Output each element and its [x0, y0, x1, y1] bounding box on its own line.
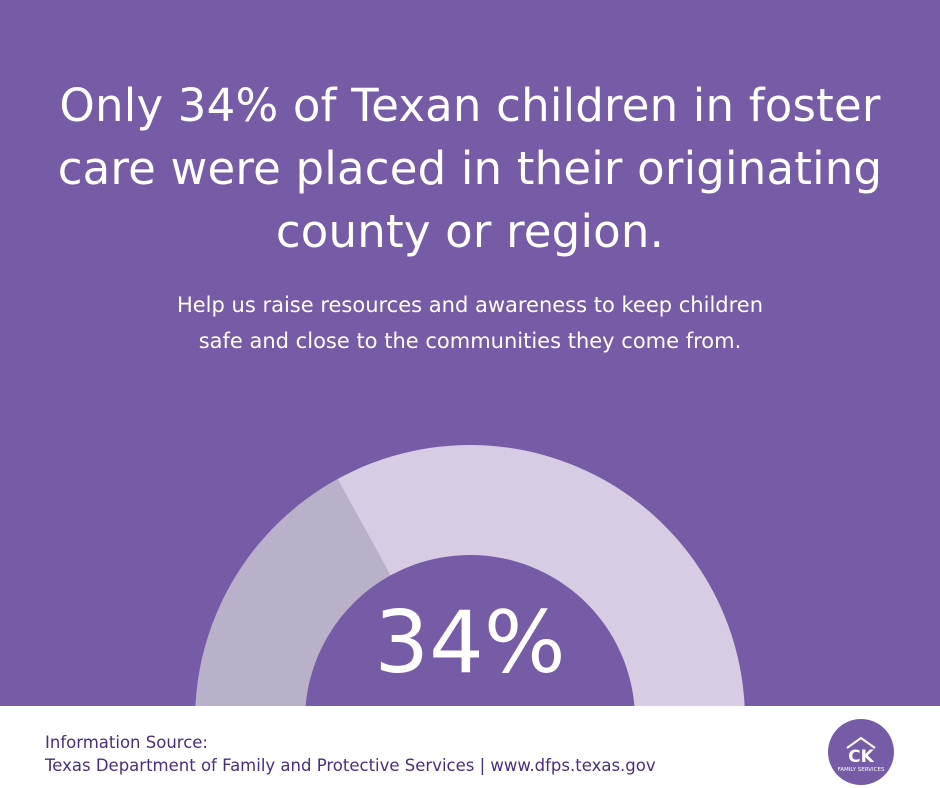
gauge-value-label: 34%	[374, 593, 565, 693]
source-label: Information Source:	[45, 733, 208, 752]
subtext: Help us raise resources and awareness to…	[176, 293, 764, 353]
ck-family-services-logo: CK FAMILY SERVICES	[828, 719, 894, 785]
gauge-segment-value	[195, 479, 391, 706]
headline: Only 34% of Texan children in foster car…	[57, 79, 883, 258]
infographic-panel: Only 34% of Texan children in foster car…	[0, 0, 940, 706]
gauge-segment-remainder	[337, 445, 745, 706]
footer: Information Source: Texas Department of …	[0, 706, 940, 788]
source-text: Texas Department of Family and Protectiv…	[45, 756, 656, 775]
gauge-chart: 34%	[195, 445, 745, 706]
logo-name: FAMILY SERVICES	[838, 767, 885, 773]
logo-initials: CK	[848, 747, 874, 767]
